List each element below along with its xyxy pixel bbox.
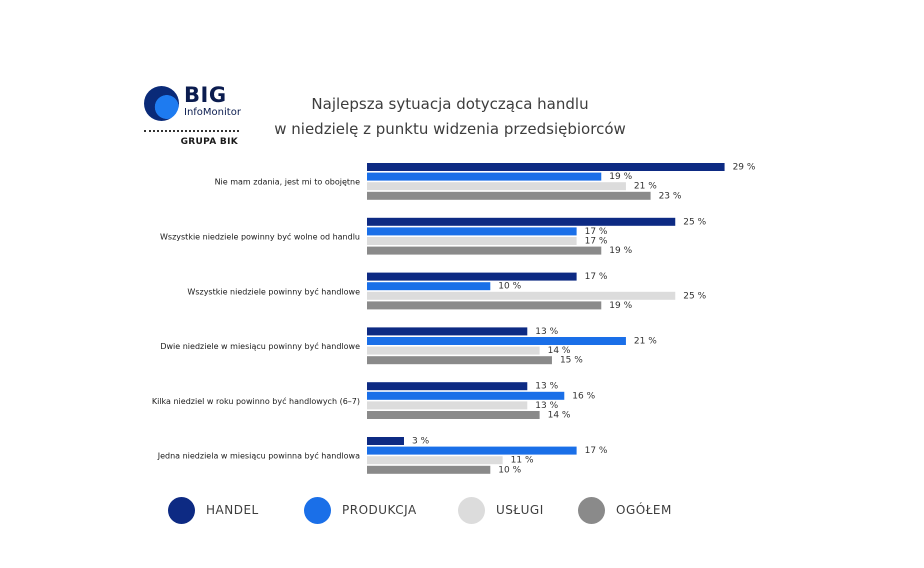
bar-uslugi (367, 237, 577, 245)
value-label-uslugi: 11 % (511, 456, 534, 466)
bar-produkcja (367, 337, 626, 345)
bar-handel (367, 163, 725, 171)
bar-produkcja (367, 172, 602, 181)
value-label-ogolem: 15 % (560, 356, 583, 366)
logo-divider (144, 130, 239, 132)
logo-brand: BIG (184, 83, 227, 107)
bar-handel (367, 382, 528, 391)
value-label-produkcja: 21 % (634, 337, 657, 347)
category-label: Dwie niedziele w miesiącu powinny być ha… (160, 341, 360, 351)
bar-produkcja (367, 391, 565, 400)
bar-ogolem (367, 246, 602, 255)
bar-handel (367, 437, 404, 445)
category-label: Kilka niedziel w roku powinno być handlo… (152, 396, 360, 406)
bar-uslugi (367, 401, 528, 410)
category-label: Nie mam zdania, jest mi to obojętne (215, 178, 361, 187)
value-label-uslugi: 14 % (548, 346, 571, 356)
category-label: Jedna niedziela w miesiącu powinna być h… (157, 451, 360, 461)
legend-swatch-uslugi (458, 496, 485, 524)
value-label-handel: 3 % (412, 437, 430, 447)
value-label-handel: 13 % (535, 327, 558, 337)
chart-title-line-1: Najlepsza sytuacja dotycząca handlu (311, 95, 589, 113)
bar-ogolem (367, 356, 552, 365)
bar-uslugi (367, 182, 626, 191)
value-label-produkcja: 16 % (572, 391, 595, 401)
value-label-produkcja: 10 % (498, 282, 521, 292)
value-label-produkcja: 17 % (585, 227, 608, 237)
value-label-uslugi: 13 % (535, 401, 558, 411)
legend-label-ogolem: OGÓŁEM (616, 503, 672, 517)
value-label-ogolem: 23 % (659, 191, 682, 201)
legend-item-handel: HANDEL (168, 496, 259, 524)
value-label-uslugi: 25 % (683, 291, 706, 301)
legend-item-produkcja: PRODUKCJA (304, 496, 417, 524)
value-label-handel: 25 % (683, 217, 706, 227)
value-label-uslugi: 21 % (634, 182, 657, 192)
value-label-produkcja: 19 % (609, 172, 632, 182)
bar-produkcja (367, 227, 577, 236)
bar-produkcja (367, 282, 491, 291)
bar-handel (367, 217, 676, 226)
legend-swatch-produkcja (304, 496, 331, 524)
big-infomonitor-logo: BIG InfoMonitor GRUPA BIK (144, 83, 241, 152)
legend-label-handel: HANDEL (206, 503, 259, 517)
value-label-uslugi: 17 % (585, 237, 608, 247)
chart-legend: HANDEL PRODUKCJA USŁUGI OGÓŁEM (168, 496, 708, 524)
category-label: Wszystkie niedziele powinny być handlowe (187, 286, 360, 296)
legend-item-ogolem: OGÓŁEM (578, 496, 672, 524)
bar-ogolem (367, 301, 602, 310)
bar-ogolem (367, 411, 540, 419)
bar-ogolem (367, 465, 491, 474)
bar-uslugi (367, 291, 676, 300)
value-label-ogolem: 19 % (609, 246, 632, 256)
legend-swatch-handel (168, 496, 195, 524)
bar-handel (367, 272, 577, 281)
value-label-ogolem: 14 % (548, 411, 571, 421)
chart-title: Najlepsza sytuacja dotycząca handlu w ni… (250, 92, 650, 142)
bar-produkcja (367, 446, 577, 455)
value-label-ogolem: 10 % (498, 465, 521, 475)
legend-label-produkcja: PRODUKCJA (342, 503, 417, 517)
bar-uslugi (367, 456, 503, 465)
legend-label-uslugi: USŁUGI (496, 503, 544, 517)
bar-ogolem (367, 191, 651, 200)
category-label: Wszystkie niedziele powinny być wolne od… (160, 232, 360, 242)
legend-swatch-ogolem (578, 496, 605, 524)
legend-item-uslugi: USŁUGI (458, 496, 544, 524)
chart-title-line-2: w niedzielę z punktu widzenia przedsiębi… (274, 120, 626, 138)
logo-circle-icon (144, 86, 179, 121)
value-label-handel: 17 % (585, 272, 608, 282)
value-label-ogolem: 19 % (609, 301, 632, 311)
logo-subtitle: InfoMonitor (184, 107, 241, 118)
bar-uslugi (367, 346, 540, 355)
bar-handel (367, 327, 528, 336)
value-label-handel: 29 % (733, 163, 756, 173)
value-label-produkcja: 17 % (585, 446, 608, 456)
logo-group: GRUPA BIK (180, 137, 238, 147)
value-label-handel: 13 % (535, 382, 558, 392)
